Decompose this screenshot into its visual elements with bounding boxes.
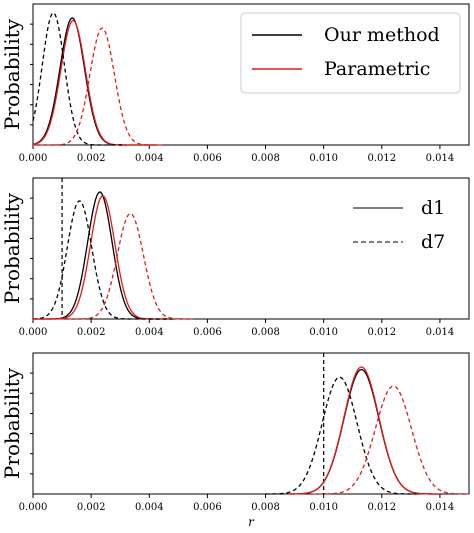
x-tick-label: 0.000 (19, 153, 48, 164)
x-tick-label: 0.010 (309, 153, 338, 164)
x-axis-label: r (248, 515, 255, 529)
plot-frame (32, 352, 470, 495)
x-tick-label: 0.004 (135, 502, 164, 513)
x-tick-label: 0.002 (77, 502, 106, 513)
x-tick-label: 0.014 (426, 502, 455, 513)
x-tick-label: 0.014 (426, 153, 455, 164)
x-tick-label: 0.000 (19, 502, 48, 513)
y-axis-label: Probability (0, 18, 24, 130)
legend-box (240, 12, 461, 94)
x-tick-label: 0.012 (367, 327, 396, 338)
series-ours-d7 (265, 376, 417, 495)
x-tick-label: 0.000 (19, 327, 48, 338)
x-tick-label: 0.004 (135, 153, 164, 164)
legend-label: Parametric (324, 58, 430, 80)
x-tick-label: 0.008 (251, 502, 280, 513)
x-tick-label: 0.010 (309, 502, 338, 513)
series-ours-d7 (32, 200, 173, 320)
legend-method: Our method Parametric (240, 12, 461, 94)
legend-label: Our method (324, 24, 440, 46)
plot-frame (32, 3, 470, 146)
series-ours-d1 (288, 368, 440, 495)
series-ours-d7 (32, 12, 127, 146)
panel-3: 0.000 0.002 0.004 0.006 0.008 0.010 0.012 0.014… (0, 352, 470, 513)
series-ours-d1 (32, 17, 156, 146)
legend-style: d1 d7 (353, 197, 445, 253)
y-axis-label: Probability (0, 367, 24, 479)
panel-1: 0.000 0.002 0.004 0.006 0.008 0.010 0.012 0.014… (0, 3, 470, 164)
plot-frame (32, 177, 470, 320)
x-tick-label: 0.006 (193, 327, 222, 338)
x-tick-label: 0.008 (251, 153, 280, 164)
x-tick-label: 0.012 (367, 153, 396, 164)
x-tick-label: 0.010 (309, 327, 338, 338)
x-tick-label: 0.002 (77, 153, 106, 164)
series-parametric-d7 (33, 27, 164, 146)
x-tick-label: 0.014 (426, 327, 455, 338)
x-tick-label: 0.008 (251, 327, 280, 338)
series-parametric-d1 (32, 19, 156, 146)
x-tick-label: 0.006 (193, 153, 222, 164)
y-axis-label: Probability (0, 192, 24, 304)
x-tick-label: 0.006 (193, 502, 222, 513)
series-parametric-d1 (288, 366, 440, 495)
series-parametric-d7 (33, 212, 193, 320)
x-tick-label: 0.012 (367, 502, 396, 513)
series-parametric-d7 (312, 385, 469, 495)
x-tick-label: 0.002 (77, 327, 106, 338)
legend-label: d1 (421, 197, 445, 219)
panel-2: 0.000 0.002 0.004 0.006 0.008 0.010 0.012 0.014… (0, 177, 470, 338)
legend-label: d7 (421, 231, 445, 253)
x-tick-label: 0.004 (135, 327, 164, 338)
